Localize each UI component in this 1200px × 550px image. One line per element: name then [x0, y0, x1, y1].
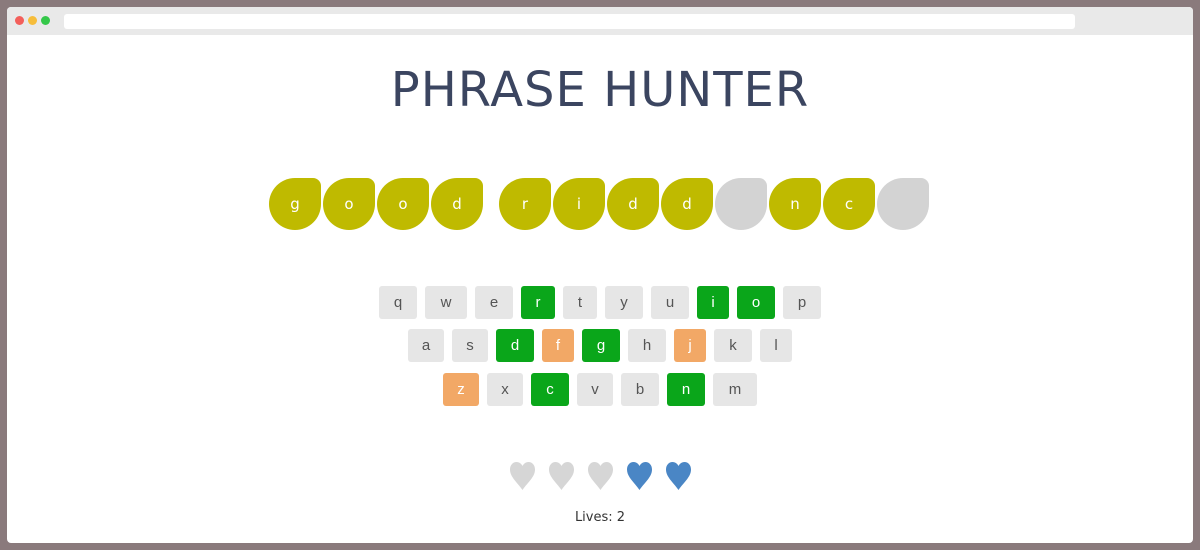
- key-l[interactable]: l: [760, 329, 792, 362]
- heart-lost-icon: [509, 462, 535, 490]
- phrase-letter: r: [499, 178, 551, 230]
- phrase-letter-hidden: [715, 178, 767, 230]
- key-w[interactable]: w: [425, 286, 467, 319]
- lives-counter: Lives: 2: [574, 510, 626, 525]
- key-q[interactable]: q: [379, 286, 417, 319]
- phrase-letter: d: [431, 178, 483, 230]
- key-c[interactable]: c: [531, 373, 569, 406]
- key-u[interactable]: u: [651, 286, 689, 319]
- address-bar[interactable]: [64, 14, 1075, 29]
- phrase-letter: i: [553, 178, 605, 230]
- key-f[interactable]: f: [542, 329, 574, 362]
- phrase-letter: d: [607, 178, 659, 230]
- phrase-letter: o: [323, 178, 375, 230]
- key-v[interactable]: v: [577, 373, 613, 406]
- key-z[interactable]: z: [443, 373, 479, 406]
- maximize-window-button[interactable]: [41, 16, 50, 25]
- key-a[interactable]: a: [408, 329, 444, 362]
- key-r[interactable]: r: [521, 286, 555, 319]
- heart-lost-icon: [587, 462, 613, 490]
- phrase-letter: d: [661, 178, 713, 230]
- key-s[interactable]: s: [452, 329, 488, 362]
- lives-hearts: [7, 461, 1193, 491]
- heart-live-icon: [626, 462, 652, 490]
- key-k[interactable]: k: [714, 329, 752, 362]
- key-x[interactable]: x: [487, 373, 523, 406]
- phrase-letter: n: [769, 178, 821, 230]
- key-g[interactable]: g: [582, 329, 620, 362]
- phrase-letter: c: [823, 178, 875, 230]
- key-y[interactable]: y: [605, 286, 643, 319]
- close-window-button[interactable]: [15, 16, 24, 25]
- key-b[interactable]: b: [621, 373, 659, 406]
- key-d[interactable]: d: [496, 329, 534, 362]
- phrase-letter: g: [269, 178, 321, 230]
- heart-lost-icon: [548, 462, 574, 490]
- key-p[interactable]: p: [783, 286, 821, 319]
- key-m[interactable]: m: [713, 373, 757, 406]
- key-o[interactable]: o: [737, 286, 775, 319]
- heart-live-icon: [665, 462, 691, 490]
- key-n[interactable]: n: [667, 373, 705, 406]
- key-j[interactable]: j: [674, 329, 706, 362]
- phrase-letter-hidden: [877, 178, 929, 230]
- game-title: PHRASE HUNTER: [390, 62, 810, 118]
- key-t[interactable]: t: [563, 286, 597, 319]
- key-h[interactable]: h: [628, 329, 666, 362]
- browser-chrome: [7, 7, 1193, 35]
- key-i[interactable]: i: [697, 286, 729, 319]
- minimize-window-button[interactable]: [28, 16, 37, 25]
- key-e[interactable]: e: [475, 286, 513, 319]
- phrase-letter: o: [377, 178, 429, 230]
